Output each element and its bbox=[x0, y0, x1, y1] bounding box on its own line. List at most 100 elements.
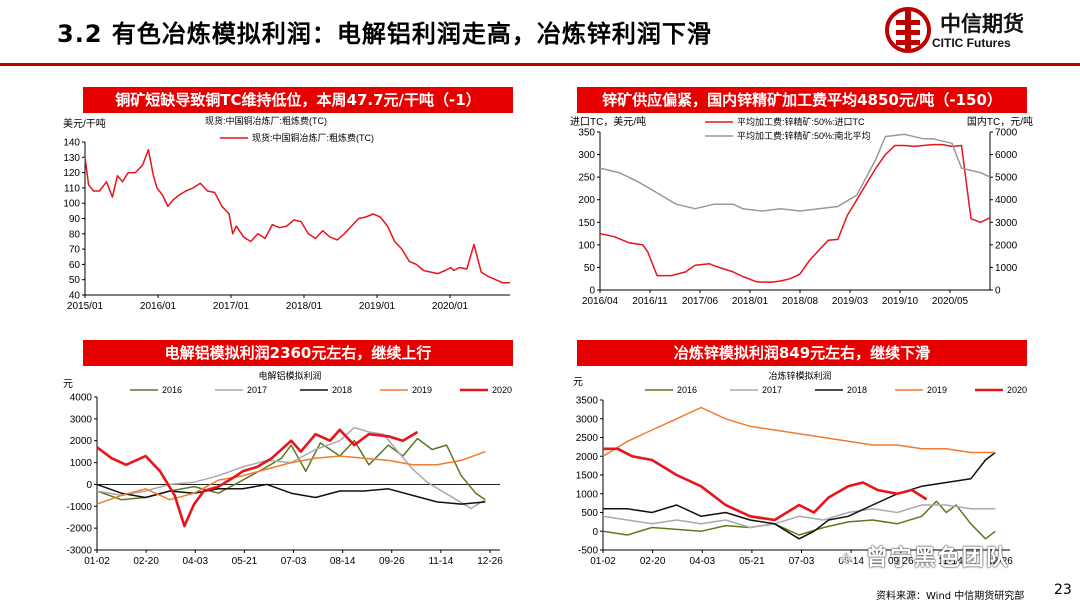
x-tick-label: 05-21 bbox=[232, 556, 258, 567]
y-axis-right-label: 国内TC，元/吨 bbox=[967, 115, 1033, 128]
legend-label-2019: 2019 bbox=[412, 385, 432, 395]
x-tick-label: 2020/05 bbox=[932, 296, 969, 307]
y-tick-label: 2000 bbox=[70, 436, 93, 447]
watermark: ❖ 曾宁黑色团队 bbox=[838, 540, 1010, 572]
x-tick-label: 05-21 bbox=[739, 556, 765, 567]
y-right-tick-label: 5000 bbox=[995, 173, 1018, 184]
x-tick-label: 2017/06 bbox=[682, 296, 719, 307]
series-line-0 bbox=[84, 148, 510, 284]
chart-subtitle: 冶炼锌模拟利润 bbox=[768, 370, 831, 381]
zinc-tc-banner: 锌矿供应偏紧，国内锌精矿加工费平均4850元/吨（-150） bbox=[577, 87, 1027, 113]
legend-label-2018: 2018 bbox=[332, 385, 352, 395]
series-line-2017 bbox=[96, 426, 486, 510]
y-right-tick-label: 1000 bbox=[995, 263, 1018, 274]
x-tick-label: 2016/04 bbox=[582, 296, 619, 307]
y-tick-label: 70 bbox=[69, 245, 81, 256]
x-tick-label: 2018/01 bbox=[286, 301, 323, 312]
x-tick-label: 12-26 bbox=[987, 556, 1013, 567]
y-tick-label: 2500 bbox=[576, 433, 599, 444]
aluminium-profit-panel: 电解铝模拟利润2360元左右，继续上行 元 电解铝模拟利润 2016 2017 2018… bbox=[55, 340, 520, 575]
x-tick-label: 01-02 bbox=[84, 556, 110, 567]
y-tick-label: 50 bbox=[584, 263, 596, 274]
watermark-icon: ❖ bbox=[838, 549, 857, 570]
y-tick-label: 1000 bbox=[70, 458, 93, 469]
x-tick-label: 2018/01 bbox=[732, 296, 769, 307]
x-tick-label: 2020/01 bbox=[432, 301, 469, 312]
x-tick-label: 2015/01 bbox=[67, 301, 104, 312]
y-axis-left-label: 进口TC，美元/吨 bbox=[570, 115, 646, 128]
aluminium-profit-banner: 电解铝模拟利润2360元左右，继续上行 bbox=[83, 340, 513, 366]
y-tick-label: 80 bbox=[69, 229, 81, 240]
series-line-2016 bbox=[602, 500, 996, 540]
y-tick-label: 50 bbox=[69, 275, 81, 286]
copper-tc-panel: 铜矿短缺导致铜TC维持低位，本周47.7元/干吨（-1） 美元/干吨 现货:中国铜… bbox=[55, 87, 515, 312]
logo-text-en: CITIC Futures bbox=[932, 36, 1011, 50]
y-right-tick-label: 2000 bbox=[995, 240, 1018, 251]
legend-label-2016: 2016 bbox=[677, 385, 697, 395]
y-tick-label: 130 bbox=[63, 153, 80, 164]
legend-label: 平均加工费:锌精矿:50%:进口TC bbox=[737, 116, 865, 127]
y-tick-label: 90 bbox=[69, 214, 81, 225]
x-tick-label: 11-14 bbox=[938, 556, 963, 567]
zinc-tc-panel: 锌矿供应偏紧，国内锌精矿加工费平均4850元/吨（-150） 进口TC，美元/吨… bbox=[565, 87, 1035, 312]
y-tick-label: 3000 bbox=[70, 414, 93, 425]
series-line-0 bbox=[599, 143, 991, 284]
y-tick-label: 60 bbox=[69, 260, 81, 271]
x-tick-label: 11-14 bbox=[428, 556, 453, 567]
legend-label-2016: 2016 bbox=[162, 385, 182, 395]
x-tick-label: 07-03 bbox=[281, 556, 307, 567]
y-tick-label: 0 bbox=[86, 480, 92, 491]
chart-subtitle: 现货:中国铜冶炼厂:粗炼费(TC) bbox=[205, 115, 327, 126]
y-tick-label: 120 bbox=[63, 168, 80, 179]
series-line-2020 bbox=[603, 447, 928, 522]
x-tick-label: 02-20 bbox=[133, 556, 159, 567]
x-tick-label: 08-14 bbox=[330, 556, 356, 567]
title-rule bbox=[0, 63, 1080, 66]
y-right-tick-label: 6000 bbox=[995, 150, 1018, 161]
x-tick-label: 04-03 bbox=[689, 556, 715, 567]
x-tick-label: 2017/01 bbox=[213, 301, 250, 312]
y-right-tick-label: 0 bbox=[995, 286, 1001, 297]
series-line-2017 bbox=[602, 504, 996, 529]
y-tick-label: 100 bbox=[578, 240, 595, 251]
y-tick-label: 110 bbox=[64, 183, 80, 194]
y-tick-label: 3000 bbox=[576, 414, 599, 425]
page-number: 23 bbox=[1054, 582, 1072, 598]
legend-label-2017: 2017 bbox=[247, 385, 267, 395]
series-line-1 bbox=[599, 133, 991, 212]
y-tick-label: 0 bbox=[592, 527, 598, 538]
y-tick-label: 200 bbox=[578, 195, 595, 206]
legend-label: 平均加工费:锌精矿:50%:南北平均 bbox=[737, 130, 871, 141]
logo-text-cn: 中信期货 bbox=[940, 12, 1024, 36]
x-tick-label: 2016/01 bbox=[140, 301, 177, 312]
y-axis-label: 元 bbox=[63, 379, 73, 390]
y-tick-label: 250 bbox=[578, 173, 595, 184]
series-line-2020 bbox=[96, 428, 419, 528]
y-tick-label: 300 bbox=[578, 150, 595, 161]
x-tick-label: 2019/10 bbox=[882, 296, 919, 307]
x-tick-label: 02-20 bbox=[640, 556, 666, 567]
legend-label-2020: 2020 bbox=[1007, 385, 1027, 395]
aluminium-profit-chart: 元 电解铝模拟利润 2016 2017 2018 2019 2020 -3000 -2000 -1… bbox=[63, 370, 512, 567]
legend-label-2020: 2020 bbox=[492, 385, 512, 395]
y-tick-label: 100 bbox=[63, 199, 80, 210]
y-right-tick-label: 3000 bbox=[995, 218, 1018, 229]
x-tick-label: 07-03 bbox=[789, 556, 815, 567]
y-tick-label: -1000 bbox=[66, 502, 92, 513]
series-line-2018 bbox=[96, 483, 486, 505]
series-line-2019 bbox=[602, 406, 996, 457]
x-tick-label: 2018/08 bbox=[782, 296, 819, 307]
y-tick-label: -3000 bbox=[66, 546, 92, 557]
x-tick-label: 01-02 bbox=[590, 556, 616, 567]
y-right-tick-label: 7000 bbox=[995, 128, 1018, 139]
page-title: 3.2 有色冶炼模拟利润：电解铝利润走高，冶炼锌利润下滑 bbox=[57, 20, 712, 48]
y-tick-label: 140 bbox=[63, 138, 80, 149]
series-line-2018 bbox=[603, 451, 996, 540]
x-tick-label: 2019/01 bbox=[359, 301, 396, 312]
y-tick-label: 0 bbox=[589, 286, 595, 297]
y-tick-label: 150 bbox=[578, 218, 595, 229]
series-line-2019 bbox=[96, 450, 486, 505]
x-tick-label: 2019/03 bbox=[832, 296, 869, 307]
y-axis-label: 元 bbox=[573, 377, 583, 388]
legend-label-2017: 2017 bbox=[762, 385, 782, 395]
